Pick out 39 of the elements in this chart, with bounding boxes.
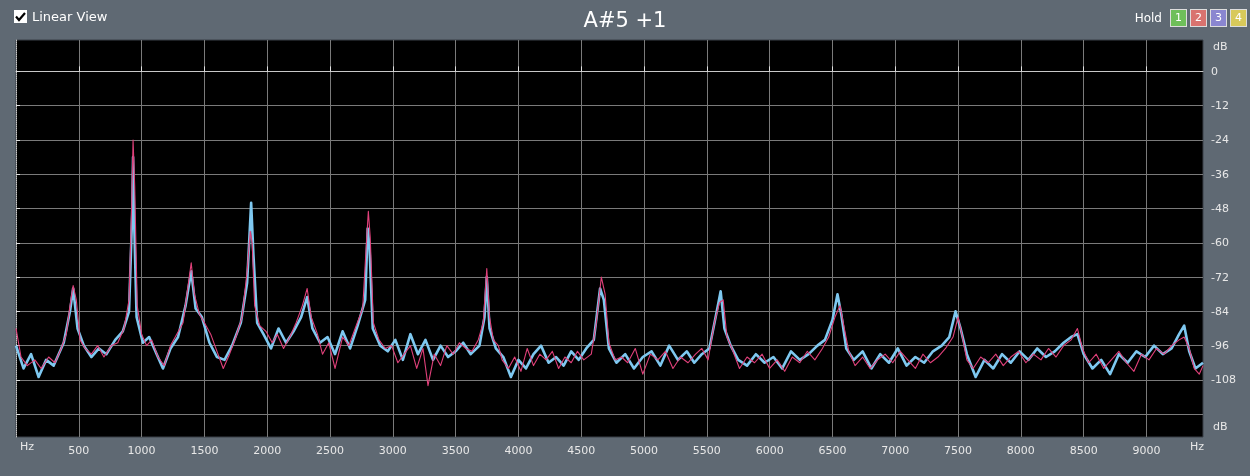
y-tick-label: -84 — [1211, 304, 1229, 318]
x-tick-label: 9000 — [1132, 444, 1161, 457]
x-tick-label: 4000 — [504, 444, 533, 457]
y-tick-label: 0 — [1211, 64, 1218, 78]
x-axis-title: Hz — [20, 440, 35, 453]
x-tick-label: 1500 — [190, 444, 219, 457]
text: Linear View — [32, 9, 108, 24]
x-tick-label: 4500 — [567, 444, 596, 457]
x-tick-label: 6500 — [818, 444, 847, 457]
y-tick-label: -24 — [1211, 133, 1229, 147]
toggle-button: 2 — [1190, 9, 1207, 27]
text: Hz — [1190, 440, 1205, 453]
x-tick-label: 2000 — [253, 444, 282, 457]
chart-title: A#5 +1 — [583, 7, 667, 32]
x-tick-label: 3000 — [378, 444, 407, 457]
x-tick-label: 6000 — [755, 444, 784, 457]
x-tick-label: 7000 — [881, 444, 910, 457]
x-tick-label: 1000 — [127, 444, 156, 457]
x-tick-label: 2500 — [316, 444, 345, 457]
toggle-button: 3 — [1210, 9, 1227, 27]
x-tick-label: 7500 — [944, 444, 973, 457]
x-tick-label: 500 — [68, 444, 90, 457]
y-tick-label: -12 — [1211, 99, 1229, 113]
text: dB — [1213, 40, 1228, 53]
y-axis-title: dB — [1213, 420, 1228, 433]
toggle-button: 4 — [1230, 9, 1247, 27]
x-tick-label: 5000 — [630, 444, 659, 457]
text: Hold — [1134, 11, 1162, 25]
x-tick-label: 8000 — [1006, 444, 1035, 457]
x-tick-label: 8500 — [1069, 444, 1098, 457]
y-tick-label: -72 — [1211, 270, 1229, 284]
toggle-button: 1 — [1170, 9, 1187, 27]
y-tick-label: -60 — [1211, 236, 1229, 250]
y-tick-label: -96 — [1211, 339, 1229, 353]
x-tick-label: 3500 — [441, 444, 470, 457]
y-tick-label: -48 — [1211, 202, 1229, 216]
x-tick-label: 5500 — [692, 444, 721, 457]
y-tick-label: -108 — [1211, 373, 1236, 387]
y-tick-label: -36 — [1211, 167, 1229, 181]
